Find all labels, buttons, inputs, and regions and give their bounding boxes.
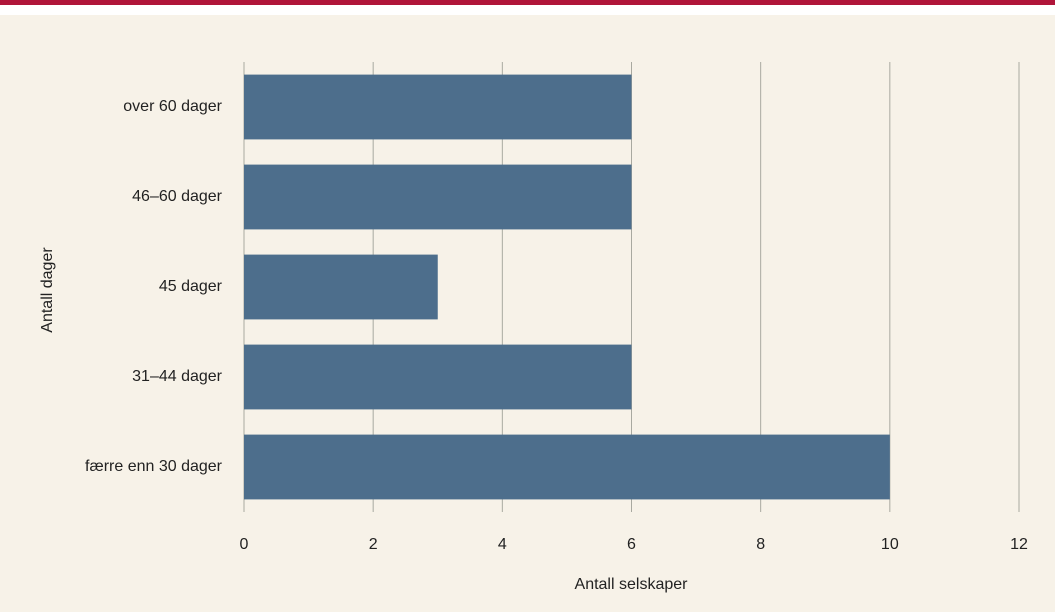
bar: [244, 254, 438, 320]
y-axis-label: Antall dager: [39, 247, 56, 333]
bar: [244, 434, 890, 500]
y-tick-label: 46–60 dager: [132, 188, 223, 205]
top-border: [0, 0, 1055, 5]
x-axis-label: Antall selskaper: [575, 576, 689, 593]
y-tick-label: over 60 dager: [123, 98, 222, 115]
x-tick-label: 0: [240, 536, 249, 553]
x-tick-label: 10: [881, 536, 899, 553]
y-tick-label: 31–44 dager: [132, 368, 223, 385]
bar: [244, 344, 632, 410]
x-tick-label: 2: [369, 536, 378, 553]
y-tick-label: færre enn 30 dager: [85, 458, 223, 475]
x-tick-label: 4: [498, 536, 507, 553]
y-tick-label: 45 dager: [159, 278, 223, 295]
bar: [244, 74, 632, 140]
x-tick-label: 8: [756, 536, 765, 553]
bar: [244, 164, 632, 230]
x-tick-label: 12: [1010, 536, 1028, 553]
x-tick-label: 6: [627, 536, 636, 553]
